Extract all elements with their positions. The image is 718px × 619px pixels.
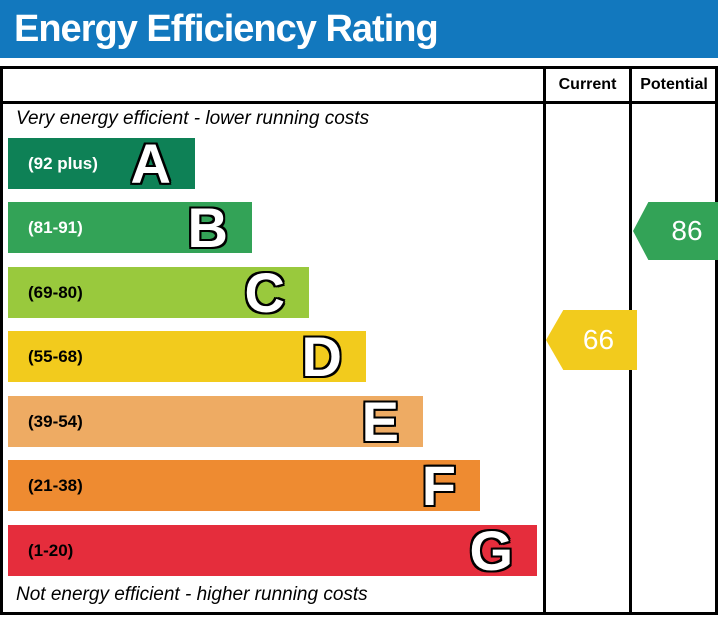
current-rating-arrow: 66 bbox=[546, 310, 637, 370]
current-rating-value: 66 bbox=[582, 324, 615, 355]
band-letter-b: B bbox=[187, 196, 228, 259]
band-range-b: (81-91) bbox=[28, 217, 83, 237]
band-range-d: (55-68) bbox=[28, 346, 83, 366]
band-letter-e: E bbox=[361, 390, 399, 453]
band-range-g: (1-20) bbox=[28, 540, 74, 560]
potential-column-header: Potential bbox=[640, 76, 708, 93]
current-column-divider bbox=[543, 66, 546, 615]
page-title: Energy Efficiency Rating bbox=[14, 7, 439, 50]
band-bar-g: (1-20) G bbox=[8, 519, 537, 582]
current-column-header: Current bbox=[558, 76, 617, 93]
band-bar-c: (69-80) C bbox=[8, 261, 309, 324]
potential-rating-value: 86 bbox=[671, 215, 703, 246]
band-range-a: (92 plus) bbox=[28, 153, 98, 173]
band-bar-e: (39-54) E bbox=[8, 390, 423, 453]
band-bar-d: (55-68) D bbox=[8, 325, 366, 388]
band-bar-a: (92 plus) A bbox=[8, 132, 195, 195]
band-range-c: (69-80) bbox=[28, 282, 83, 302]
band-range-f: (21-38) bbox=[28, 475, 83, 495]
header-divider-line bbox=[0, 101, 718, 104]
band-letter-a: A bbox=[130, 132, 171, 195]
bottom-note: Not energy efficient - higher running co… bbox=[16, 584, 368, 605]
band-bar-f: (21-38) F bbox=[8, 454, 480, 517]
band-letter-c: C bbox=[244, 261, 285, 324]
band-letter-g: G bbox=[469, 519, 513, 582]
title-banner: Energy Efficiency Rating bbox=[0, 0, 718, 58]
potential-rating-arrow: 86 bbox=[633, 202, 718, 260]
top-note: Very energy efficient - lower running co… bbox=[16, 108, 370, 129]
band-range-e: (39-54) bbox=[28, 411, 83, 431]
band-letter-d: D bbox=[301, 325, 342, 388]
band-bar-b: (81-91) B bbox=[8, 196, 252, 259]
band-letter-f: F bbox=[421, 454, 456, 517]
